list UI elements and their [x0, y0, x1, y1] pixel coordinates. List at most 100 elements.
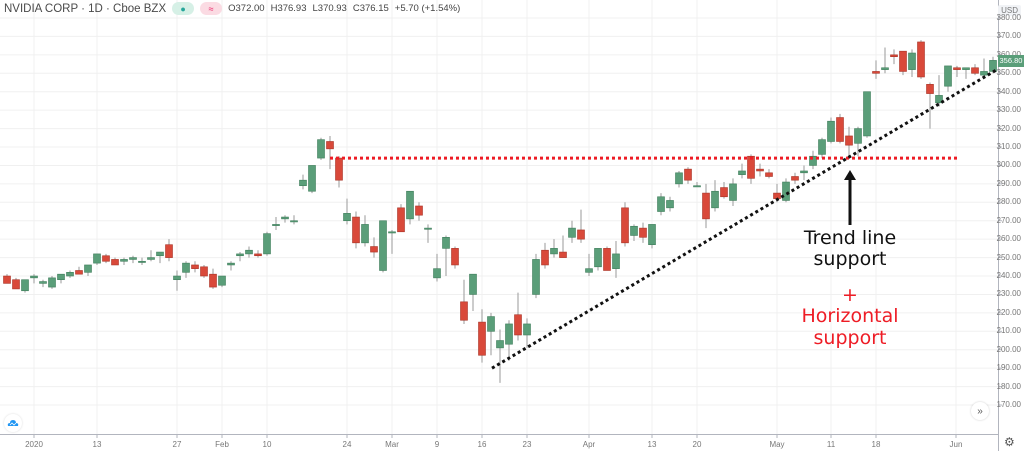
candle-down[interactable] [747, 155, 755, 179]
candle-up[interactable] [675, 172, 683, 185]
candle-up[interactable] [782, 181, 790, 201]
candle-up[interactable] [496, 340, 504, 349]
candle-down[interactable] [639, 227, 647, 238]
candle-down[interactable] [478, 321, 486, 356]
candle-up[interactable] [30, 275, 38, 279]
candle-up[interactable] [317, 139, 325, 159]
candle-up[interactable] [711, 190, 719, 209]
candle-up[interactable] [147, 257, 155, 260]
candle-down[interactable] [326, 141, 334, 150]
candle-down[interactable] [397, 207, 405, 233]
settings-gear-icon[interactable]: ⚙ [1004, 435, 1015, 449]
candle-up[interactable] [218, 275, 226, 286]
candle-up[interactable] [290, 220, 298, 223]
candle-down[interactable] [191, 264, 199, 269]
trend-support-line[interactable] [491, 68, 998, 370]
candle-down[interactable] [352, 216, 360, 244]
candle-down[interactable] [415, 205, 423, 216]
candle-down[interactable] [756, 168, 764, 172]
candle-up[interactable] [299, 179, 307, 187]
candle-up[interactable] [487, 316, 495, 332]
candle-up[interactable] [989, 60, 997, 72]
candle-up[interactable] [361, 224, 369, 244]
candle-up[interactable] [980, 71, 988, 76]
candle-up[interactable] [39, 281, 47, 284]
scroll-to-realtime-button[interactable]: » [971, 402, 989, 420]
candle-up[interactable] [120, 259, 128, 262]
candle-down[interactable] [460, 301, 468, 321]
candle-up[interactable] [809, 155, 817, 166]
candle-up[interactable] [594, 248, 602, 268]
candle-down[interactable] [917, 41, 925, 78]
candle-down[interactable] [720, 187, 728, 198]
candle-up[interactable] [523, 323, 531, 336]
candle-up[interactable] [818, 139, 826, 155]
candle-down[interactable] [12, 279, 20, 290]
candle-down[interactable] [577, 229, 585, 240]
candle-up[interactable] [343, 213, 351, 222]
candle-up[interactable] [693, 185, 701, 188]
candle-up[interactable] [442, 237, 450, 249]
candle-up[interactable] [962, 67, 970, 70]
candle-down[interactable] [899, 50, 907, 72]
candle-up[interactable] [57, 273, 65, 281]
candle-up[interactable] [138, 260, 146, 263]
tradingview-cloud-icon[interactable] [4, 414, 22, 432]
candle-down[interactable] [791, 176, 799, 181]
candle-up[interactable] [379, 220, 387, 271]
candle-down[interactable] [603, 248, 611, 271]
candle-up[interactable] [729, 183, 737, 201]
candle-up[interactable] [505, 323, 513, 345]
candle-up[interactable] [66, 272, 74, 277]
candle-up[interactable] [657, 196, 665, 212]
candle-up[interactable] [433, 268, 441, 279]
candle-down[interactable] [836, 117, 844, 142]
candle-up[interactable] [568, 227, 576, 238]
candle-down[interactable] [559, 251, 567, 258]
candle-down[interactable] [451, 248, 459, 266]
candle-down[interactable] [514, 314, 522, 336]
candle-up[interactable] [666, 200, 674, 209]
candle-up[interactable] [944, 65, 952, 87]
candle-up[interactable] [84, 264, 92, 273]
currency-label[interactable]: USD [998, 5, 1021, 16]
candle-down[interactable] [773, 192, 781, 199]
candle-up[interactable] [245, 249, 253, 255]
candle-up[interactable] [236, 253, 244, 257]
candle-up[interactable] [469, 273, 477, 295]
candle-up[interactable] [827, 120, 835, 142]
candle-up[interactable] [612, 253, 620, 269]
candle-up[interactable] [881, 67, 889, 70]
market-status-icon[interactable]: ● [172, 2, 195, 15]
candle-up[interactable] [129, 257, 137, 260]
candle-down[interactable] [209, 273, 217, 288]
candle-up[interactable] [281, 216, 289, 220]
candle-up[interactable] [854, 128, 862, 144]
candle-down[interactable] [953, 67, 961, 70]
candle-down[interactable] [684, 168, 692, 181]
candle-up[interactable] [227, 262, 235, 266]
candle-down[interactable] [3, 275, 11, 284]
candle-up[interactable] [585, 268, 593, 273]
candle-up[interactable] [308, 165, 316, 192]
candle-up[interactable] [908, 52, 916, 70]
candle-up[interactable] [532, 259, 540, 295]
candle-up[interactable] [406, 190, 414, 220]
candle-up[interactable] [648, 224, 656, 245]
candle-down[interactable] [75, 270, 83, 275]
candle-down[interactable] [335, 157, 343, 181]
candle-up[interactable] [263, 233, 271, 255]
candle-down[interactable] [890, 54, 898, 58]
candle-up[interactable] [738, 170, 746, 175]
candle-up[interactable] [630, 225, 638, 236]
candle-up[interactable] [863, 91, 871, 137]
candle-down[interactable] [872, 71, 880, 74]
symbol-title[interactable]: NVIDIA CORP · 1D · Cboe BZX [4, 2, 167, 15]
candle-up[interactable] [173, 275, 181, 281]
candle-down[interactable] [845, 135, 853, 146]
candle-down[interactable] [926, 84, 934, 94]
candle-down[interactable] [200, 266, 208, 277]
candle-up[interactable] [272, 224, 280, 226]
candle-down[interactable] [165, 244, 173, 258]
candle-up[interactable] [388, 231, 396, 234]
